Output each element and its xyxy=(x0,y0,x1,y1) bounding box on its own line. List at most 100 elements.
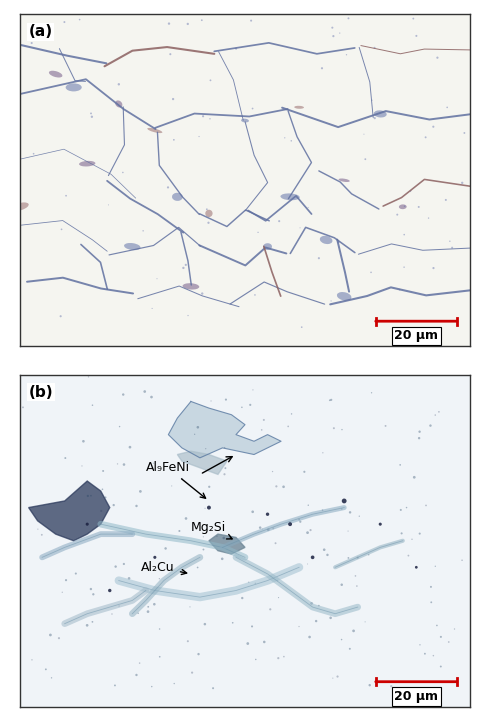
Point xyxy=(427,581,435,593)
Point xyxy=(218,553,226,565)
Point xyxy=(170,134,178,146)
Point xyxy=(148,303,156,314)
Ellipse shape xyxy=(374,110,387,118)
Point xyxy=(58,586,66,598)
Point xyxy=(115,79,123,90)
Point xyxy=(202,443,210,454)
Point xyxy=(346,507,354,518)
Polygon shape xyxy=(177,451,227,474)
Point xyxy=(89,616,97,627)
Ellipse shape xyxy=(294,106,304,109)
Point xyxy=(30,148,38,159)
Point xyxy=(448,242,456,254)
Point xyxy=(207,395,215,407)
Point xyxy=(205,481,213,492)
Point xyxy=(198,14,206,26)
Point xyxy=(451,623,459,634)
Ellipse shape xyxy=(66,84,82,92)
Point xyxy=(346,643,354,655)
Point xyxy=(334,671,342,682)
Point xyxy=(330,423,338,434)
Point xyxy=(207,74,215,86)
Point xyxy=(288,408,295,420)
Point xyxy=(344,526,352,537)
Point xyxy=(430,262,438,274)
Point xyxy=(229,617,237,629)
Point xyxy=(171,678,178,689)
Point xyxy=(84,490,92,502)
Point xyxy=(133,500,141,512)
Point xyxy=(175,525,183,536)
Point xyxy=(167,48,174,60)
Point xyxy=(204,217,212,229)
Point xyxy=(137,486,145,497)
Point xyxy=(425,212,433,224)
Point xyxy=(199,110,207,122)
Point xyxy=(271,537,279,549)
Ellipse shape xyxy=(320,236,332,244)
Point xyxy=(422,500,430,511)
Point xyxy=(62,190,70,201)
Point xyxy=(194,422,202,433)
Point xyxy=(296,222,304,234)
Point xyxy=(195,648,202,660)
Point xyxy=(413,30,420,42)
Point xyxy=(416,426,423,438)
Point xyxy=(147,392,155,403)
Point xyxy=(256,522,264,534)
Point xyxy=(238,592,246,603)
Point xyxy=(382,420,390,432)
Point xyxy=(133,669,141,681)
Point xyxy=(376,518,384,530)
Point xyxy=(405,550,413,562)
Point xyxy=(327,612,335,624)
Ellipse shape xyxy=(337,292,351,301)
Point xyxy=(319,447,327,459)
Point xyxy=(433,619,441,631)
Point xyxy=(83,518,91,530)
Point xyxy=(249,384,257,396)
Point xyxy=(220,469,228,480)
Point xyxy=(397,504,405,516)
Point xyxy=(72,567,80,579)
Point xyxy=(98,505,105,517)
Point xyxy=(184,635,192,647)
Point xyxy=(254,226,262,238)
Point xyxy=(195,131,203,142)
Point xyxy=(365,549,372,560)
Ellipse shape xyxy=(49,71,62,78)
Point xyxy=(83,619,91,631)
Point xyxy=(112,561,120,572)
Point xyxy=(284,420,292,432)
Point xyxy=(110,500,118,511)
Point xyxy=(351,570,359,582)
Point xyxy=(343,49,350,61)
Point xyxy=(353,580,361,592)
Point xyxy=(85,371,93,383)
Point xyxy=(182,259,190,270)
Point xyxy=(340,495,348,507)
Point xyxy=(188,667,196,678)
Point xyxy=(156,623,164,634)
Point xyxy=(245,577,253,588)
Point xyxy=(286,518,294,530)
Point xyxy=(329,673,337,684)
Point xyxy=(318,63,326,74)
Point xyxy=(126,441,134,453)
Ellipse shape xyxy=(205,210,213,217)
Point xyxy=(155,573,163,585)
Point xyxy=(203,203,211,215)
Point xyxy=(221,462,229,474)
Ellipse shape xyxy=(399,204,407,209)
Ellipse shape xyxy=(280,193,300,200)
Point xyxy=(407,186,415,198)
Point xyxy=(318,505,326,516)
Point xyxy=(251,578,259,589)
Point xyxy=(296,516,304,528)
Point xyxy=(328,22,336,33)
Point xyxy=(222,394,230,405)
Point xyxy=(287,135,295,146)
Point xyxy=(246,399,254,411)
Point xyxy=(308,598,316,609)
Point xyxy=(295,514,303,526)
